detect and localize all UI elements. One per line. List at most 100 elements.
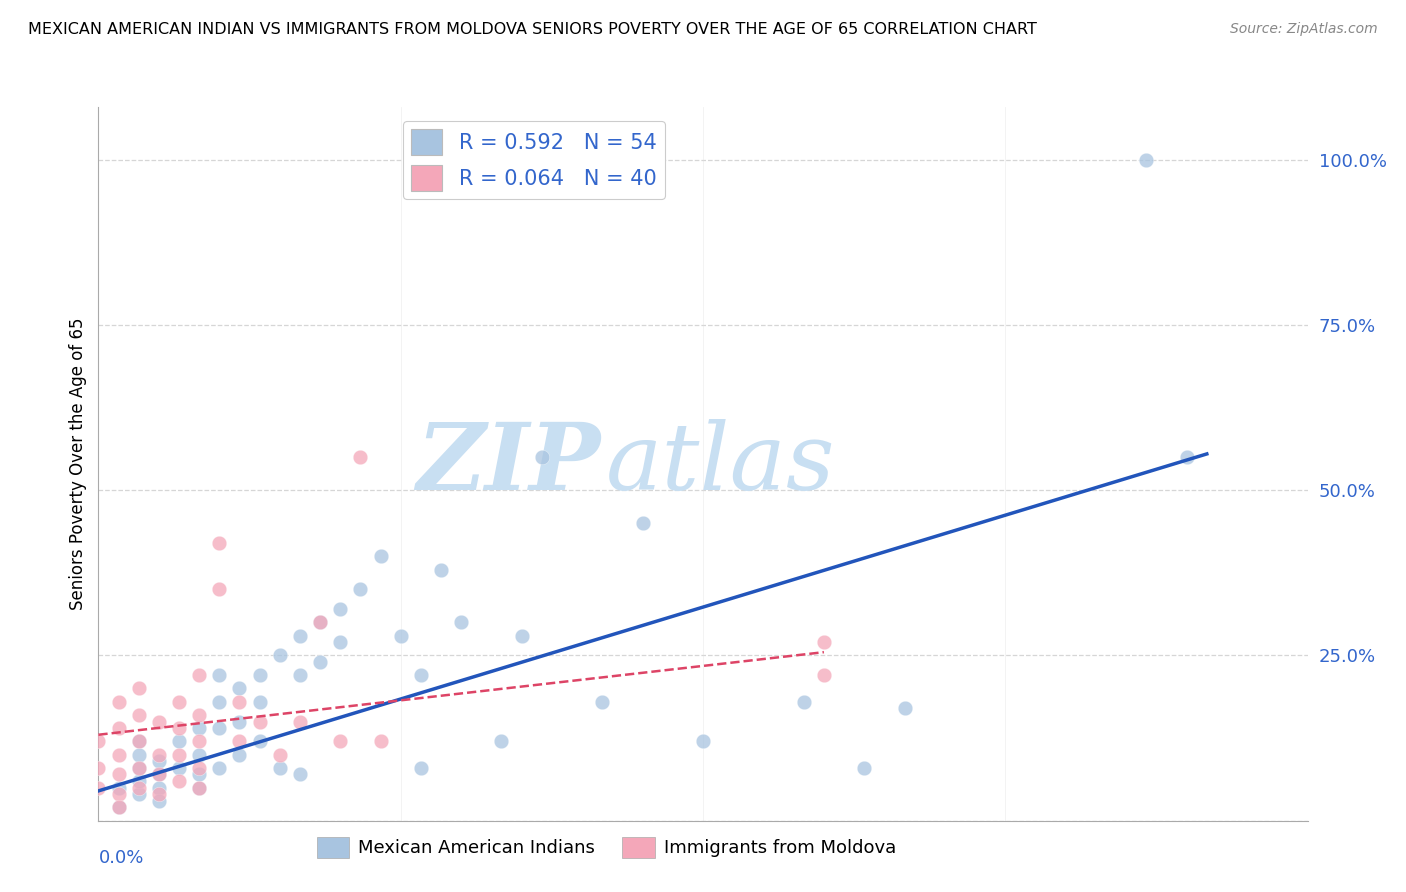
Text: Source: ZipAtlas.com: Source: ZipAtlas.com	[1230, 22, 1378, 37]
Point	[107, 780, 129, 795]
Point	[167, 721, 190, 735]
Point	[309, 615, 332, 630]
Point	[208, 761, 231, 775]
Point	[853, 761, 876, 775]
Point	[249, 668, 271, 682]
Point	[167, 761, 190, 775]
Point	[128, 761, 150, 775]
Point	[128, 780, 150, 795]
Point	[188, 767, 211, 781]
Point	[148, 754, 170, 768]
Point	[349, 450, 371, 465]
Point	[269, 648, 291, 663]
Point	[813, 668, 835, 682]
Point	[692, 734, 714, 748]
Point	[288, 668, 311, 682]
Point	[329, 602, 352, 616]
Point	[228, 747, 250, 762]
Point	[228, 695, 250, 709]
Point	[530, 450, 553, 465]
Point	[107, 800, 129, 814]
Point	[148, 714, 170, 729]
Point	[107, 767, 129, 781]
Point	[269, 761, 291, 775]
Point	[208, 695, 231, 709]
Point	[491, 734, 513, 748]
Text: MEXICAN AMERICAN INDIAN VS IMMIGRANTS FROM MOLDOVA SENIORS POVERTY OVER THE AGE : MEXICAN AMERICAN INDIAN VS IMMIGRANTS FR…	[28, 22, 1038, 37]
Point	[208, 668, 231, 682]
Point	[208, 721, 231, 735]
Point	[228, 714, 250, 729]
Point	[249, 695, 271, 709]
Point	[450, 615, 472, 630]
Point	[128, 747, 150, 762]
Point	[430, 563, 453, 577]
Point	[167, 734, 190, 748]
Point	[228, 734, 250, 748]
Text: atlas: atlas	[606, 419, 835, 508]
Point	[167, 774, 190, 789]
Point	[188, 747, 211, 762]
Point	[128, 681, 150, 696]
Point	[309, 655, 332, 669]
Point	[389, 629, 412, 643]
Point	[288, 767, 311, 781]
Point	[269, 747, 291, 762]
Text: 0.0%: 0.0%	[98, 849, 143, 867]
Point	[409, 761, 432, 775]
Point	[167, 747, 190, 762]
Point	[329, 635, 352, 649]
Point	[309, 615, 332, 630]
Point	[370, 734, 392, 748]
Point	[148, 787, 170, 801]
Point	[128, 734, 150, 748]
Point	[188, 721, 211, 735]
Point	[288, 714, 311, 729]
Legend: Mexican American Indians, Immigrants from Moldova: Mexican American Indians, Immigrants fro…	[309, 830, 903, 865]
Point	[188, 780, 211, 795]
Text: ZIP: ZIP	[416, 419, 600, 508]
Point	[128, 774, 150, 789]
Point	[148, 767, 170, 781]
Point	[148, 794, 170, 808]
Point	[107, 747, 129, 762]
Point	[107, 695, 129, 709]
Point	[793, 695, 815, 709]
Point	[188, 780, 211, 795]
Point	[148, 747, 170, 762]
Point	[128, 787, 150, 801]
Point	[249, 734, 271, 748]
Point	[510, 629, 533, 643]
Point	[249, 714, 271, 729]
Point	[1175, 450, 1198, 465]
Point	[128, 761, 150, 775]
Point	[87, 780, 110, 795]
Point	[228, 681, 250, 696]
Point	[893, 701, 915, 715]
Point	[409, 668, 432, 682]
Point	[188, 707, 211, 722]
Point	[107, 721, 129, 735]
Point	[370, 549, 392, 564]
Point	[128, 707, 150, 722]
Point	[1135, 153, 1157, 167]
Point	[107, 800, 129, 814]
Point	[288, 629, 311, 643]
Point	[329, 734, 352, 748]
Point	[148, 780, 170, 795]
Point	[208, 582, 231, 597]
Point	[591, 695, 613, 709]
Point	[188, 734, 211, 748]
Point	[188, 761, 211, 775]
Point	[148, 767, 170, 781]
Point	[813, 635, 835, 649]
Point	[128, 734, 150, 748]
Point	[87, 761, 110, 775]
Y-axis label: Seniors Poverty Over the Age of 65: Seniors Poverty Over the Age of 65	[69, 318, 87, 610]
Point	[208, 536, 231, 550]
Point	[188, 668, 211, 682]
Point	[87, 734, 110, 748]
Point	[631, 516, 654, 531]
Point	[107, 787, 129, 801]
Point	[167, 695, 190, 709]
